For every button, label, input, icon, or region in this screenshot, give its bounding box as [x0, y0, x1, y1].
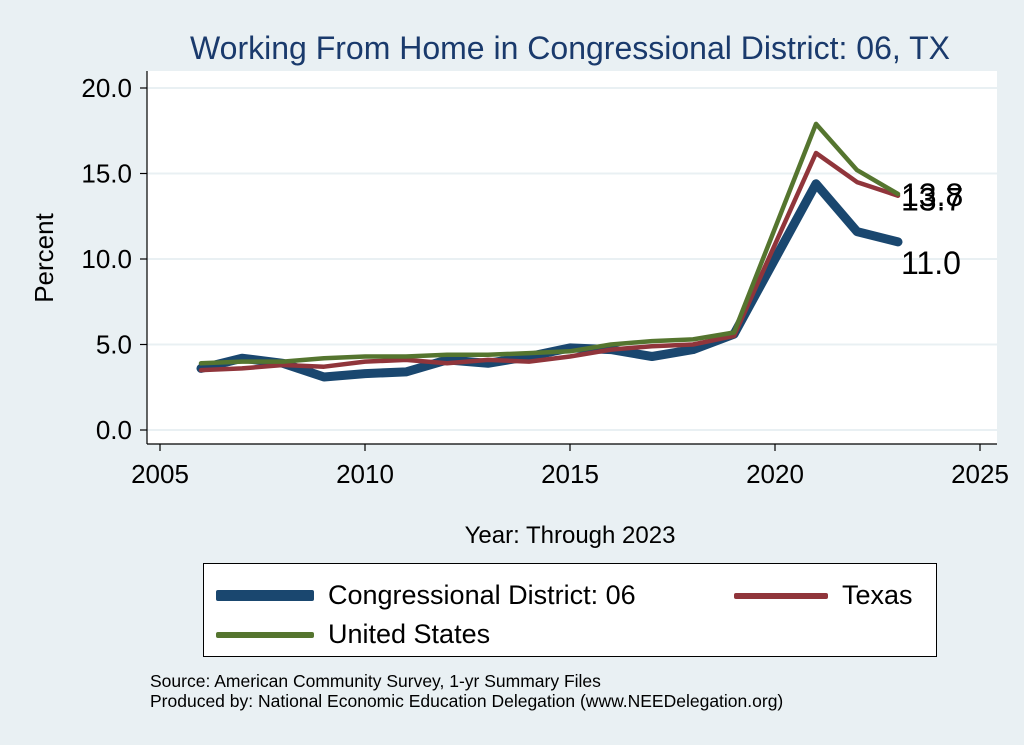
legend-swatch-district [216, 590, 314, 601]
legend-label-district: Congressional District: 06 [328, 580, 636, 610]
end-label-district: 11.0 [901, 245, 961, 281]
x-tick-label: 2010 [336, 459, 394, 489]
x-tick-label: 2025 [951, 459, 1009, 489]
legend-swatch-us [216, 631, 314, 638]
legend-label-texas: Texas [842, 580, 913, 610]
series-line-texas [198, 150, 901, 373]
x-tick-label: 2015 [541, 459, 599, 489]
legend-swatch-texas [734, 592, 828, 599]
x-tick-label: 2020 [746, 459, 804, 489]
source-line: Source: American Community Survey, 1-yr … [150, 671, 601, 691]
y-tick-label: 15.0 [81, 159, 132, 189]
x-axis-label: Year: Through 2023 [465, 522, 676, 549]
plot-area [147, 71, 997, 444]
end-labels: 11.0 13.713.8 [901, 177, 963, 281]
legend-item-us: United States [216, 619, 490, 650]
y-axis-label: Percent [29, 212, 59, 302]
y-tick-label: 20.0 [81, 73, 132, 103]
source-note: Source: American Community Survey, 1-yr … [150, 671, 783, 711]
y-tick-label: 5.0 [96, 330, 132, 360]
chart-title: Working From Home in Congressional Distr… [190, 30, 950, 66]
end-label-us: 13.8 [901, 177, 963, 213]
end-label-texas: 13.7 [901, 182, 963, 218]
line-chart: Working From Home in Congressional Distr… [29, 30, 1009, 549]
legend: Congressional District: 06 Texas United … [203, 563, 937, 657]
series-lines [196, 121, 903, 382]
legend-item-district: Congressional District: 06 [216, 580, 636, 611]
legend-item-texas: Texas [734, 580, 913, 611]
legend-label-us: United States [328, 619, 491, 649]
y-tick-label: 10.0 [81, 244, 132, 274]
producer-line: Produced by: National Economic Education… [150, 691, 784, 711]
series-line-district [196, 179, 903, 382]
gridlines [147, 87, 997, 431]
y-tick-label: 0.0 [96, 415, 132, 445]
series-line-us [198, 121, 901, 366]
axes: 0.0 5.0 10.0 15.0 20.0 2005 2010 2015 2020 2025 [81, 71, 1009, 489]
x-tick-label: 2005 [131, 459, 189, 489]
